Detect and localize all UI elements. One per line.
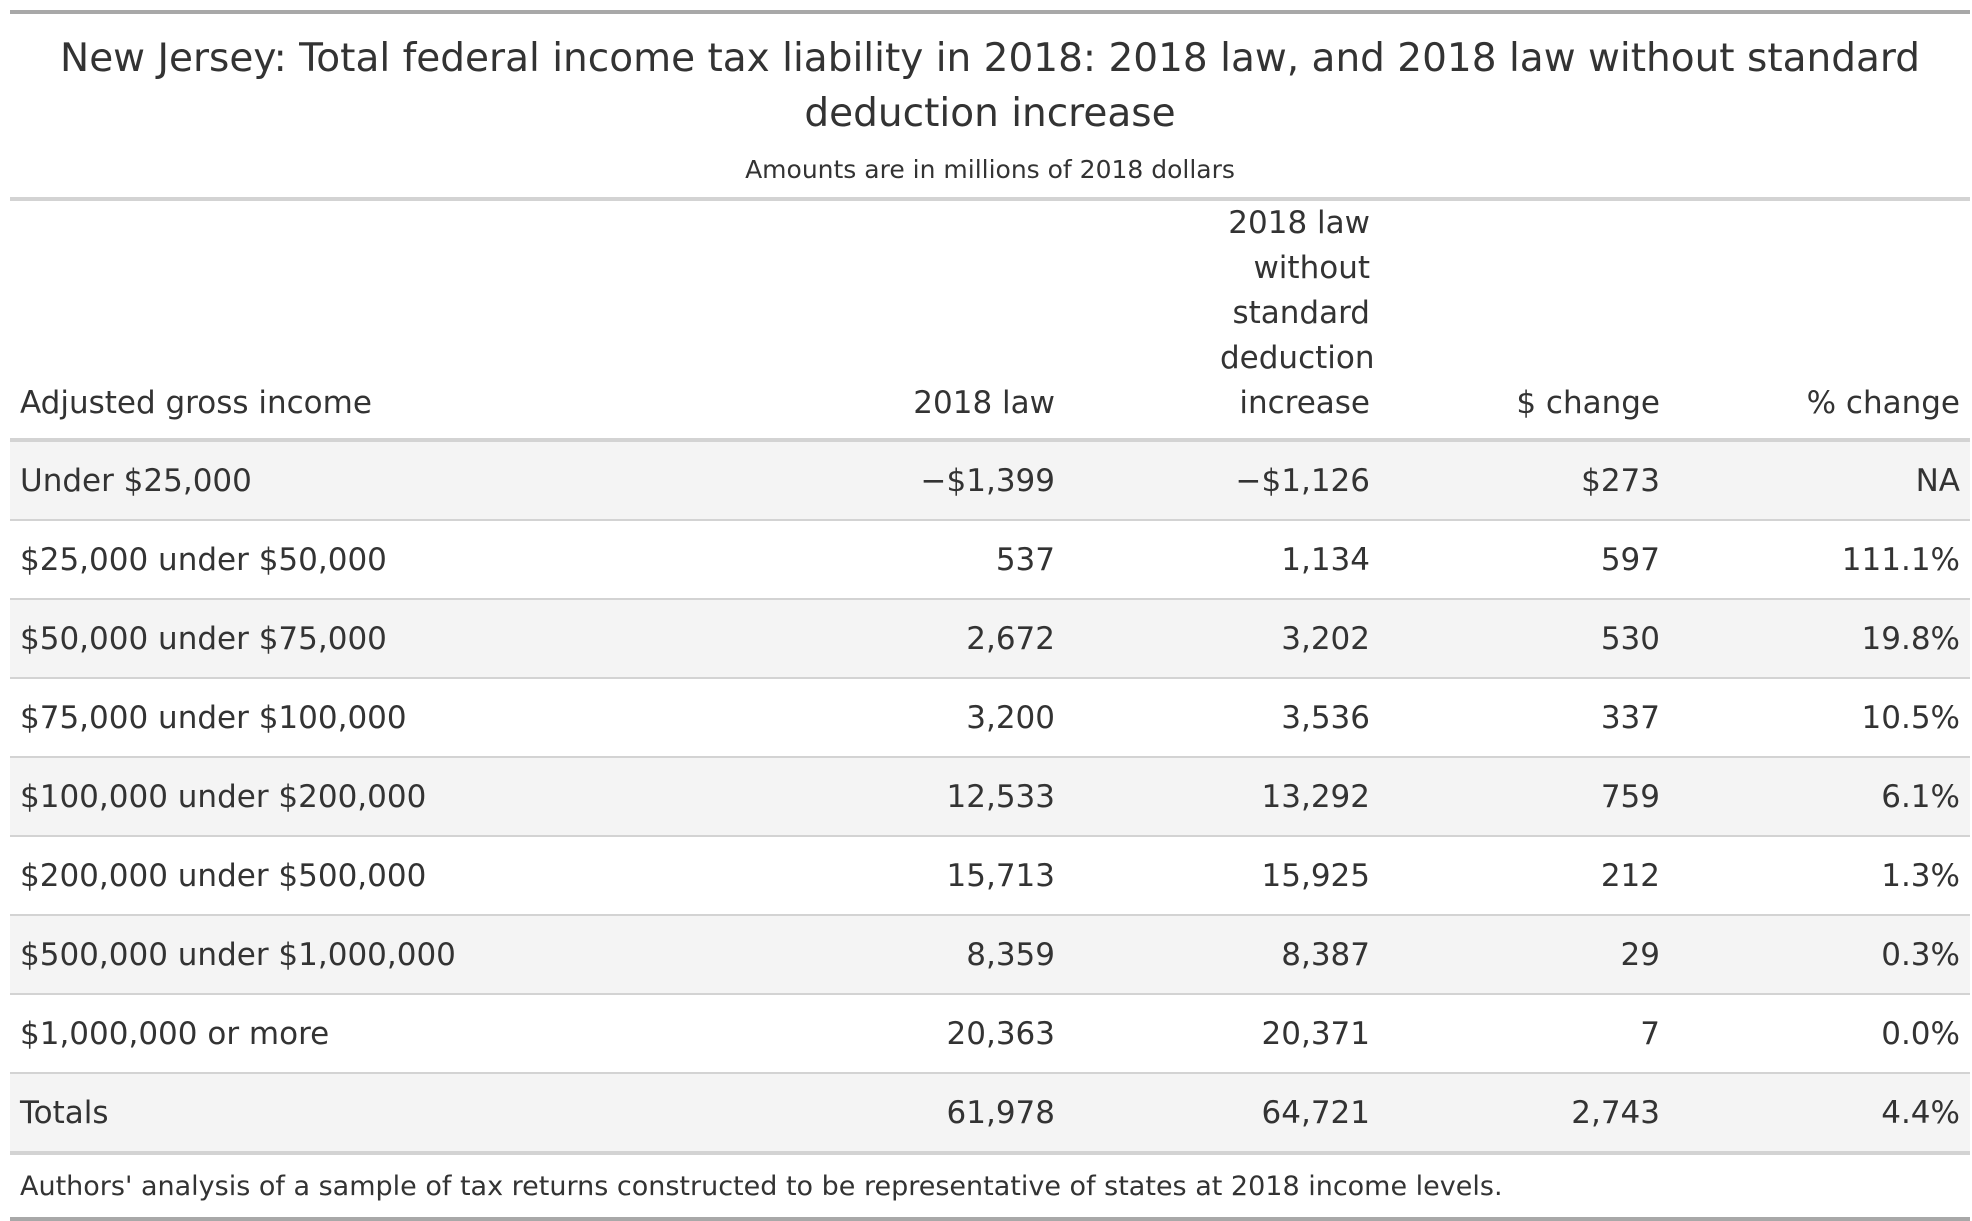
cell-agi: Totals xyxy=(10,1073,610,1155)
table-row: $25,000 under $50,000 537 1,134 597 111.… xyxy=(10,520,1970,600)
table-row: Under $25,000 −$1,399 −$1,126 $273 NA xyxy=(10,440,1970,521)
cell-dollar-change: 337 xyxy=(1380,678,1670,758)
cell-2018-law-without: 8,387 xyxy=(1065,915,1380,995)
cell-2018-law-without: 20,371 xyxy=(1065,994,1380,1074)
cell-2018-law-without: 13,292 xyxy=(1065,757,1380,837)
totals-row: Totals 61,978 64,721 2,743 4.4% xyxy=(10,1073,1970,1155)
cell-agi: $500,000 under $1,000,000 xyxy=(10,915,610,995)
cell-dollar-change: 2,743 xyxy=(1380,1073,1670,1155)
cell-2018-law: 3,200 xyxy=(610,678,1065,758)
cell-pct-change: 1.3% xyxy=(1670,836,1970,916)
col-header-2018-law-without-label: 2018 law without standard deduction incr… xyxy=(1220,205,1375,421)
col-header-agi: Adjusted gross income xyxy=(10,197,610,442)
cell-2018-law-without: −$1,126 xyxy=(1065,440,1380,521)
cell-pct-change: 19.8% xyxy=(1670,599,1970,679)
table-row: $1,000,000 or more 20,363 20,371 7 0.0% xyxy=(10,994,1970,1074)
table-subtitle: Amounts are in millions of 2018 dollars xyxy=(745,155,1235,184)
table-row: $50,000 under $75,000 2,672 3,202 530 19… xyxy=(10,599,1970,679)
cell-2018-law: 8,359 xyxy=(610,915,1065,995)
col-header-2018-law-without: 2018 law without standard deduction incr… xyxy=(1065,197,1380,442)
cell-dollar-change: 597 xyxy=(1380,520,1670,600)
col-header-2018-law: 2018 law xyxy=(610,197,1065,442)
cell-dollar-change: 7 xyxy=(1380,994,1670,1074)
cell-dollar-change: 759 xyxy=(1380,757,1670,837)
table-row: $75,000 under $100,000 3,200 3,536 337 1… xyxy=(10,678,1970,758)
cell-2018-law: 2,672 xyxy=(610,599,1065,679)
cell-agi: $75,000 under $100,000 xyxy=(10,678,610,758)
cell-2018-law-without: 1,134 xyxy=(1065,520,1380,600)
cell-dollar-change: $273 xyxy=(1380,440,1670,521)
header-row: Adjusted gross income 2018 law 2018 law … xyxy=(10,197,1970,442)
cell-2018-law: 20,363 xyxy=(610,994,1065,1074)
table-row: $500,000 under $1,000,000 8,359 8,387 29… xyxy=(10,915,1970,995)
table-header: Adjusted gross income 2018 law 2018 law … xyxy=(10,197,1970,442)
table-title: New Jersey: Total federal income tax lia… xyxy=(60,36,1920,136)
table-row: $100,000 under $200,000 12,533 13,292 75… xyxy=(10,757,1970,837)
cell-dollar-change: 29 xyxy=(1380,915,1670,995)
cell-pct-change: 10.5% xyxy=(1670,678,1970,758)
cell-dollar-change: 212 xyxy=(1380,836,1670,916)
source-note: Authors' analysis of a sample of tax ret… xyxy=(10,1155,1970,1221)
cell-2018-law: −$1,399 xyxy=(610,440,1065,521)
tax-table-container: New Jersey: Total federal income tax lia… xyxy=(10,10,1970,1221)
cell-agi: $200,000 under $500,000 xyxy=(10,836,610,916)
cell-pct-change: 111.1% xyxy=(1670,520,1970,600)
cell-pct-change: 0.0% xyxy=(1670,994,1970,1074)
cell-2018-law-without: 3,202 xyxy=(1065,599,1380,679)
cell-agi: $50,000 under $75,000 xyxy=(10,599,610,679)
cell-2018-law-without: 64,721 xyxy=(1065,1073,1380,1155)
table-body: Under $25,000 −$1,399 −$1,126 $273 NA $2… xyxy=(10,440,1970,1155)
tax-liability-table: Adjusted gross income 2018 law 2018 law … xyxy=(10,197,1970,1155)
cell-agi: $25,000 under $50,000 xyxy=(10,520,610,600)
cell-2018-law-without: 3,536 xyxy=(1065,678,1380,758)
cell-agi: Under $25,000 xyxy=(10,440,610,521)
col-header-pct-change: % change xyxy=(1670,197,1970,442)
cell-agi: $1,000,000 or more xyxy=(10,994,610,1074)
col-header-dollar-change: $ change xyxy=(1380,197,1670,442)
cell-2018-law: 12,533 xyxy=(610,757,1065,837)
cell-pct-change: NA xyxy=(1670,440,1970,521)
cell-2018-law-without: 15,925 xyxy=(1065,836,1380,916)
cell-pct-change: 6.1% xyxy=(1670,757,1970,837)
cell-2018-law: 15,713 xyxy=(610,836,1065,916)
cell-dollar-change: 530 xyxy=(1380,599,1670,679)
cell-agi: $100,000 under $200,000 xyxy=(10,757,610,837)
cell-pct-change: 0.3% xyxy=(1670,915,1970,995)
table-row: $200,000 under $500,000 15,713 15,925 21… xyxy=(10,836,1970,916)
top-rule xyxy=(10,10,1970,14)
cell-2018-law: 537 xyxy=(610,520,1065,600)
cell-2018-law: 61,978 xyxy=(610,1073,1065,1155)
cell-pct-change: 4.4% xyxy=(1670,1073,1970,1155)
